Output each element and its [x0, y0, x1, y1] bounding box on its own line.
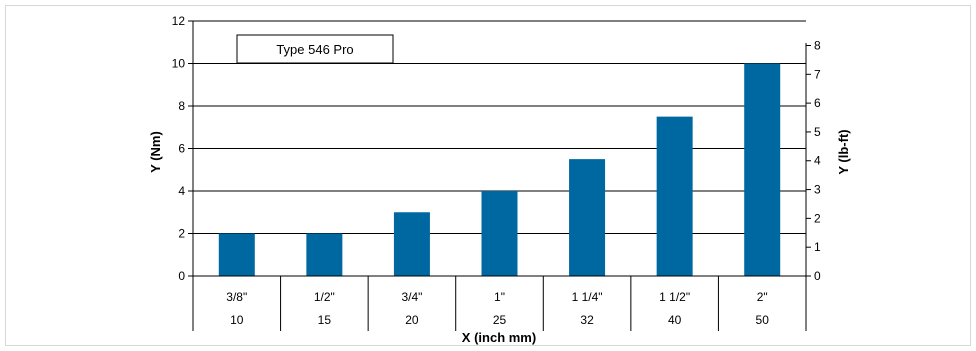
legend: Type 546 Pro	[236, 34, 394, 64]
x-tick-label-inch: 1 1/4"	[572, 290, 603, 304]
y-tick-label: 8	[178, 99, 185, 113]
y2-tick-label: 0	[814, 269, 821, 283]
y-tick-label: 2	[178, 227, 185, 241]
x-tick-label-inch: 3/8"	[226, 290, 247, 304]
x-axis-categories: 3/8" 10 1/2" 15 3/4" 20 1" 25 1 1/4" 32 1 1/2" 40 2"…	[192, 276, 807, 331]
x-tick-label-inch: 1"	[494, 290, 505, 304]
x-tick-label-inch: 3/4"	[401, 290, 422, 304]
x-tick-label-mm: 32	[580, 313, 594, 327]
y-axis-label: Y (Nm)	[148, 131, 163, 173]
y2-tick-label: 6	[814, 96, 821, 110]
bars	[218, 63, 781, 276]
y-axis-ticks: 0 2 4 6 8 10 12	[172, 14, 193, 283]
y2-tick-label: 4	[814, 154, 821, 168]
y2-tick-label: 5	[814, 125, 821, 139]
y2-tick-label: 1	[814, 240, 821, 254]
y2-tick-label: 7	[814, 67, 821, 81]
y2-axis-ticks: 0 1 2 3 4 5 6 7 8	[806, 38, 821, 283]
x-tick-label-inch: 2"	[757, 290, 768, 304]
x-tick-label-mm: 50	[756, 313, 770, 327]
x-tick-label-mm: 40	[668, 313, 682, 327]
legend-box	[236, 34, 394, 64]
x-tick-label-mm: 15	[318, 313, 332, 327]
y-tick-label: 6	[178, 142, 185, 156]
bar	[481, 191, 518, 276]
bar	[656, 116, 693, 276]
x-tick-label-mm: 10	[230, 313, 244, 327]
x-tick-label-mm: 20	[405, 313, 419, 327]
y-tick-label: 0	[178, 269, 185, 283]
x-tick-label-inch: 1 1/2"	[659, 290, 690, 304]
bar	[218, 233, 255, 276]
y-tick-label: 4	[178, 184, 185, 198]
legend-text: Type 546 Pro	[276, 42, 353, 57]
bar	[569, 159, 606, 276]
y2-axis-label: Y (lb-ft)	[836, 129, 851, 174]
y2-tick-label: 8	[814, 38, 821, 52]
y2-tick-label: 3	[814, 183, 821, 197]
x-axis-label: X (inch mm)	[462, 330, 536, 345]
y2-tick-label: 2	[814, 211, 821, 225]
x-tick-label-inch: 1/2"	[314, 290, 335, 304]
x-tick-label-mm: 25	[493, 313, 507, 327]
y-tick-label: 12	[172, 14, 186, 28]
y-tick-label: 10	[172, 57, 186, 71]
bar	[744, 63, 781, 276]
bar	[306, 233, 343, 276]
bar	[393, 212, 430, 276]
